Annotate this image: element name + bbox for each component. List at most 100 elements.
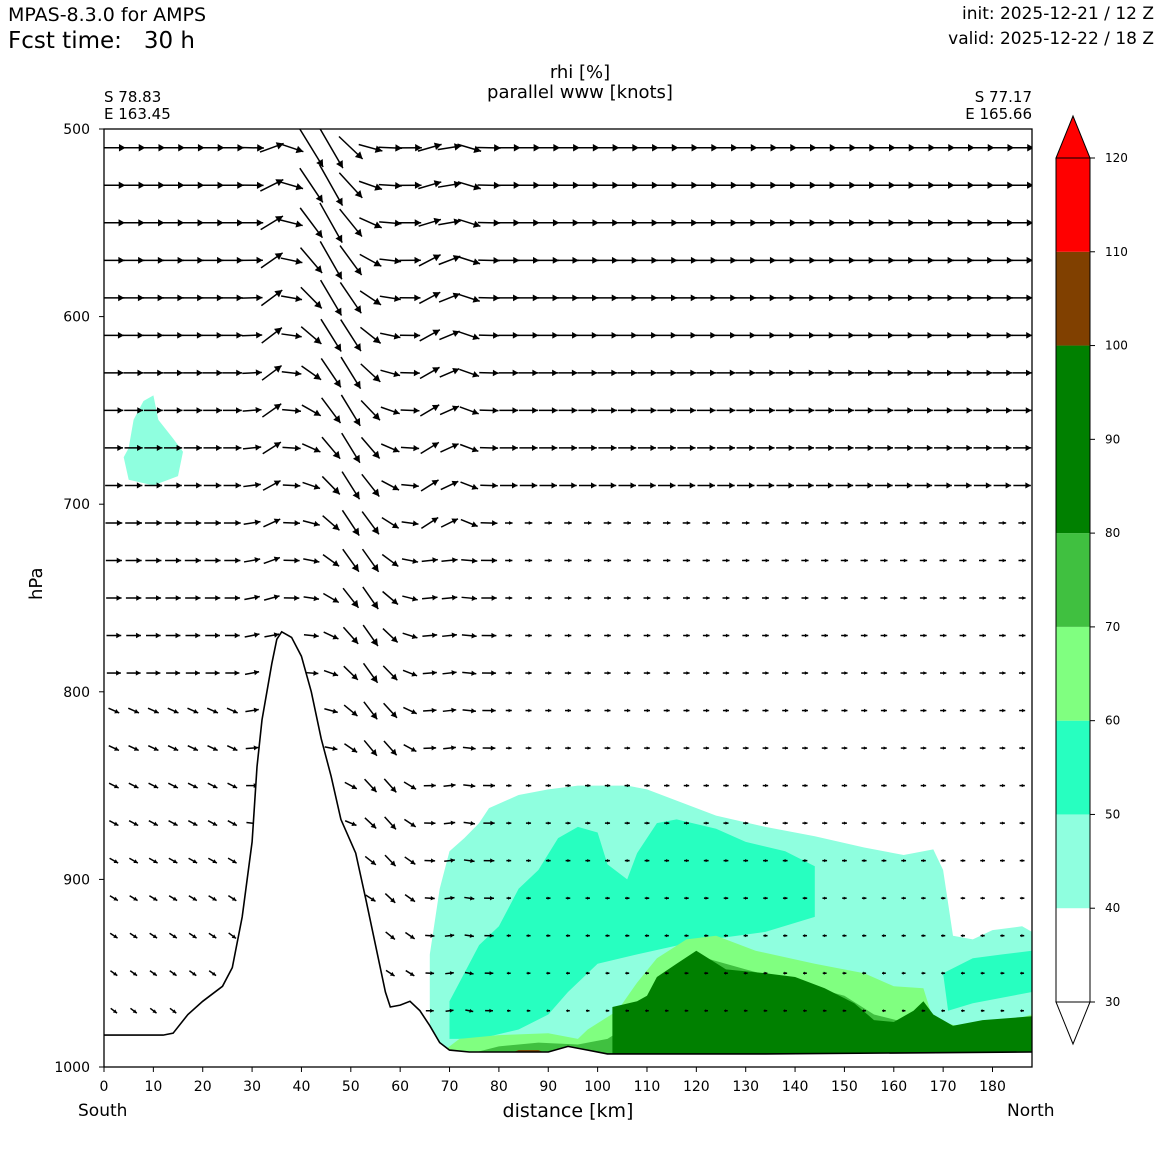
wind-vector-93 bbox=[168, 932, 178, 939]
wind-vector-745 bbox=[756, 482, 775, 489]
wind-vector-914 bbox=[899, 521, 908, 525]
wind-vector-560 bbox=[604, 746, 611, 750]
wind-vector-636 bbox=[664, 896, 669, 900]
wind-vector-903 bbox=[882, 1009, 886, 1013]
wind-vector-1050 bbox=[1010, 219, 1032, 227]
wind-vector-396 bbox=[464, 896, 475, 901]
wind-vector-834 bbox=[833, 219, 856, 227]
wind-vector-931 bbox=[912, 256, 935, 264]
wind-vector-263 bbox=[359, 217, 383, 229]
wind-vector-341 bbox=[422, 632, 438, 639]
wind-vector-392 bbox=[462, 745, 476, 751]
wind-vector-47 bbox=[130, 1007, 138, 1014]
wind-vector-65 bbox=[148, 782, 159, 789]
wind-vector-111 bbox=[187, 707, 199, 714]
wind-vector-604 bbox=[643, 596, 651, 600]
wind-vector-17 bbox=[108, 782, 120, 789]
wind-vector-166 bbox=[240, 219, 264, 227]
wind-vector-226 bbox=[318, 164, 344, 207]
wind-vector-1 bbox=[104, 181, 126, 189]
wind-vector-219 bbox=[302, 481, 321, 490]
wind-vector-1004 bbox=[972, 294, 994, 302]
wind-vector-537 bbox=[585, 783, 591, 788]
wind-vector-355 bbox=[438, 255, 461, 266]
wind-vector-621 bbox=[656, 332, 677, 339]
wind-vector-986 bbox=[959, 521, 967, 525]
wind-vector-738 bbox=[754, 219, 777, 227]
wind-vector-661 bbox=[684, 934, 689, 938]
wind-vector-4 bbox=[104, 294, 125, 302]
wind-vector-843 bbox=[840, 558, 849, 563]
wind-vector-229 bbox=[319, 279, 343, 316]
wind-vector-248 bbox=[340, 356, 362, 390]
wind-vector-633 bbox=[664, 783, 670, 788]
wind-vector-744 bbox=[756, 444, 775, 452]
wind-vector-1029 bbox=[992, 332, 1013, 339]
wind-vector-692 bbox=[715, 294, 737, 302]
wind-vector-300 bbox=[384, 816, 397, 830]
x-tick-label-130: 130 bbox=[732, 1079, 759, 1095]
wind-vector-384 bbox=[459, 443, 479, 453]
wind-vector-554 bbox=[603, 521, 612, 525]
wind-vector-1042 bbox=[999, 821, 1005, 825]
wind-vector-344 bbox=[423, 745, 437, 751]
wind-vector-1047 bbox=[1000, 1009, 1005, 1013]
wind-vector-251 bbox=[341, 471, 361, 500]
wind-vector-16 bbox=[108, 745, 120, 752]
wind-vector-118 bbox=[188, 970, 197, 977]
wind-vector-479 bbox=[538, 407, 558, 414]
wind-vector-685 bbox=[704, 934, 709, 938]
wind-vector-849 bbox=[841, 783, 848, 788]
wind-vector-927 bbox=[901, 1009, 906, 1013]
wind-vector-956 bbox=[932, 294, 954, 302]
wind-vector-237 bbox=[322, 592, 340, 604]
x-axis-ticks: 0 10 20 30 40 50 60 70 80 90 100 110 120 130 140 150 160… bbox=[100, 1067, 1006, 1095]
wind-vector-375 bbox=[445, 1008, 454, 1013]
wind-vector-2 bbox=[104, 219, 126, 227]
wind-vector-289 bbox=[380, 406, 400, 415]
wind-vector-987 bbox=[959, 558, 967, 563]
wind-vector-523 bbox=[576, 256, 599, 264]
wind-vector-33 bbox=[124, 482, 143, 489]
wind-vector-290 bbox=[380, 443, 400, 453]
wind-vector-35 bbox=[125, 557, 142, 564]
wind-vector-57 bbox=[144, 482, 163, 489]
wind-vector-79 bbox=[163, 407, 183, 414]
wind-vector-1021 bbox=[980, 934, 985, 938]
wind-vector-835 bbox=[833, 256, 856, 264]
wind-vector-750 bbox=[762, 671, 769, 675]
wind-vector-992 bbox=[960, 746, 966, 750]
wind-vector-542 bbox=[585, 971, 590, 975]
wind-vector-23 bbox=[110, 1007, 118, 1014]
wind-vector-649 bbox=[677, 482, 696, 489]
wind-vector-1002 bbox=[971, 219, 994, 227]
wind-vector-330 bbox=[418, 217, 442, 227]
wind-vector-168 bbox=[241, 294, 263, 302]
wind-vector-985 bbox=[954, 482, 972, 489]
wind-vector-218 bbox=[301, 443, 321, 453]
x-tick-label-90: 90 bbox=[539, 1079, 557, 1095]
wind-vector-252 bbox=[341, 509, 360, 537]
wind-vector-102 bbox=[183, 369, 203, 377]
wind-vector-417 bbox=[483, 783, 496, 789]
wind-vector-202 bbox=[281, 332, 302, 340]
wind-vector-530 bbox=[583, 521, 592, 525]
wind-vector-690 bbox=[714, 219, 738, 227]
x-tick-label-150: 150 bbox=[831, 1079, 858, 1095]
wind-vector-599 bbox=[637, 407, 657, 414]
wind-vector-94 bbox=[169, 970, 177, 977]
wind-vector-826 bbox=[822, 821, 828, 825]
wind-vector-174 bbox=[243, 519, 261, 526]
wind-vector-283 bbox=[378, 181, 402, 190]
wind-vector-562 bbox=[604, 821, 611, 825]
wind-vector-879 bbox=[862, 1009, 866, 1013]
wind-vector-620 bbox=[656, 294, 678, 302]
wind-vector-883 bbox=[873, 256, 895, 264]
wind-vector-1040 bbox=[999, 746, 1006, 750]
wind-vector-932 bbox=[912, 294, 934, 302]
wind-vector-180 bbox=[245, 745, 259, 751]
wind-vector-756 bbox=[763, 896, 768, 900]
wind-vector-874 bbox=[861, 821, 867, 825]
wind-vector-9 bbox=[105, 482, 123, 489]
wind-vector-593 bbox=[635, 181, 659, 189]
